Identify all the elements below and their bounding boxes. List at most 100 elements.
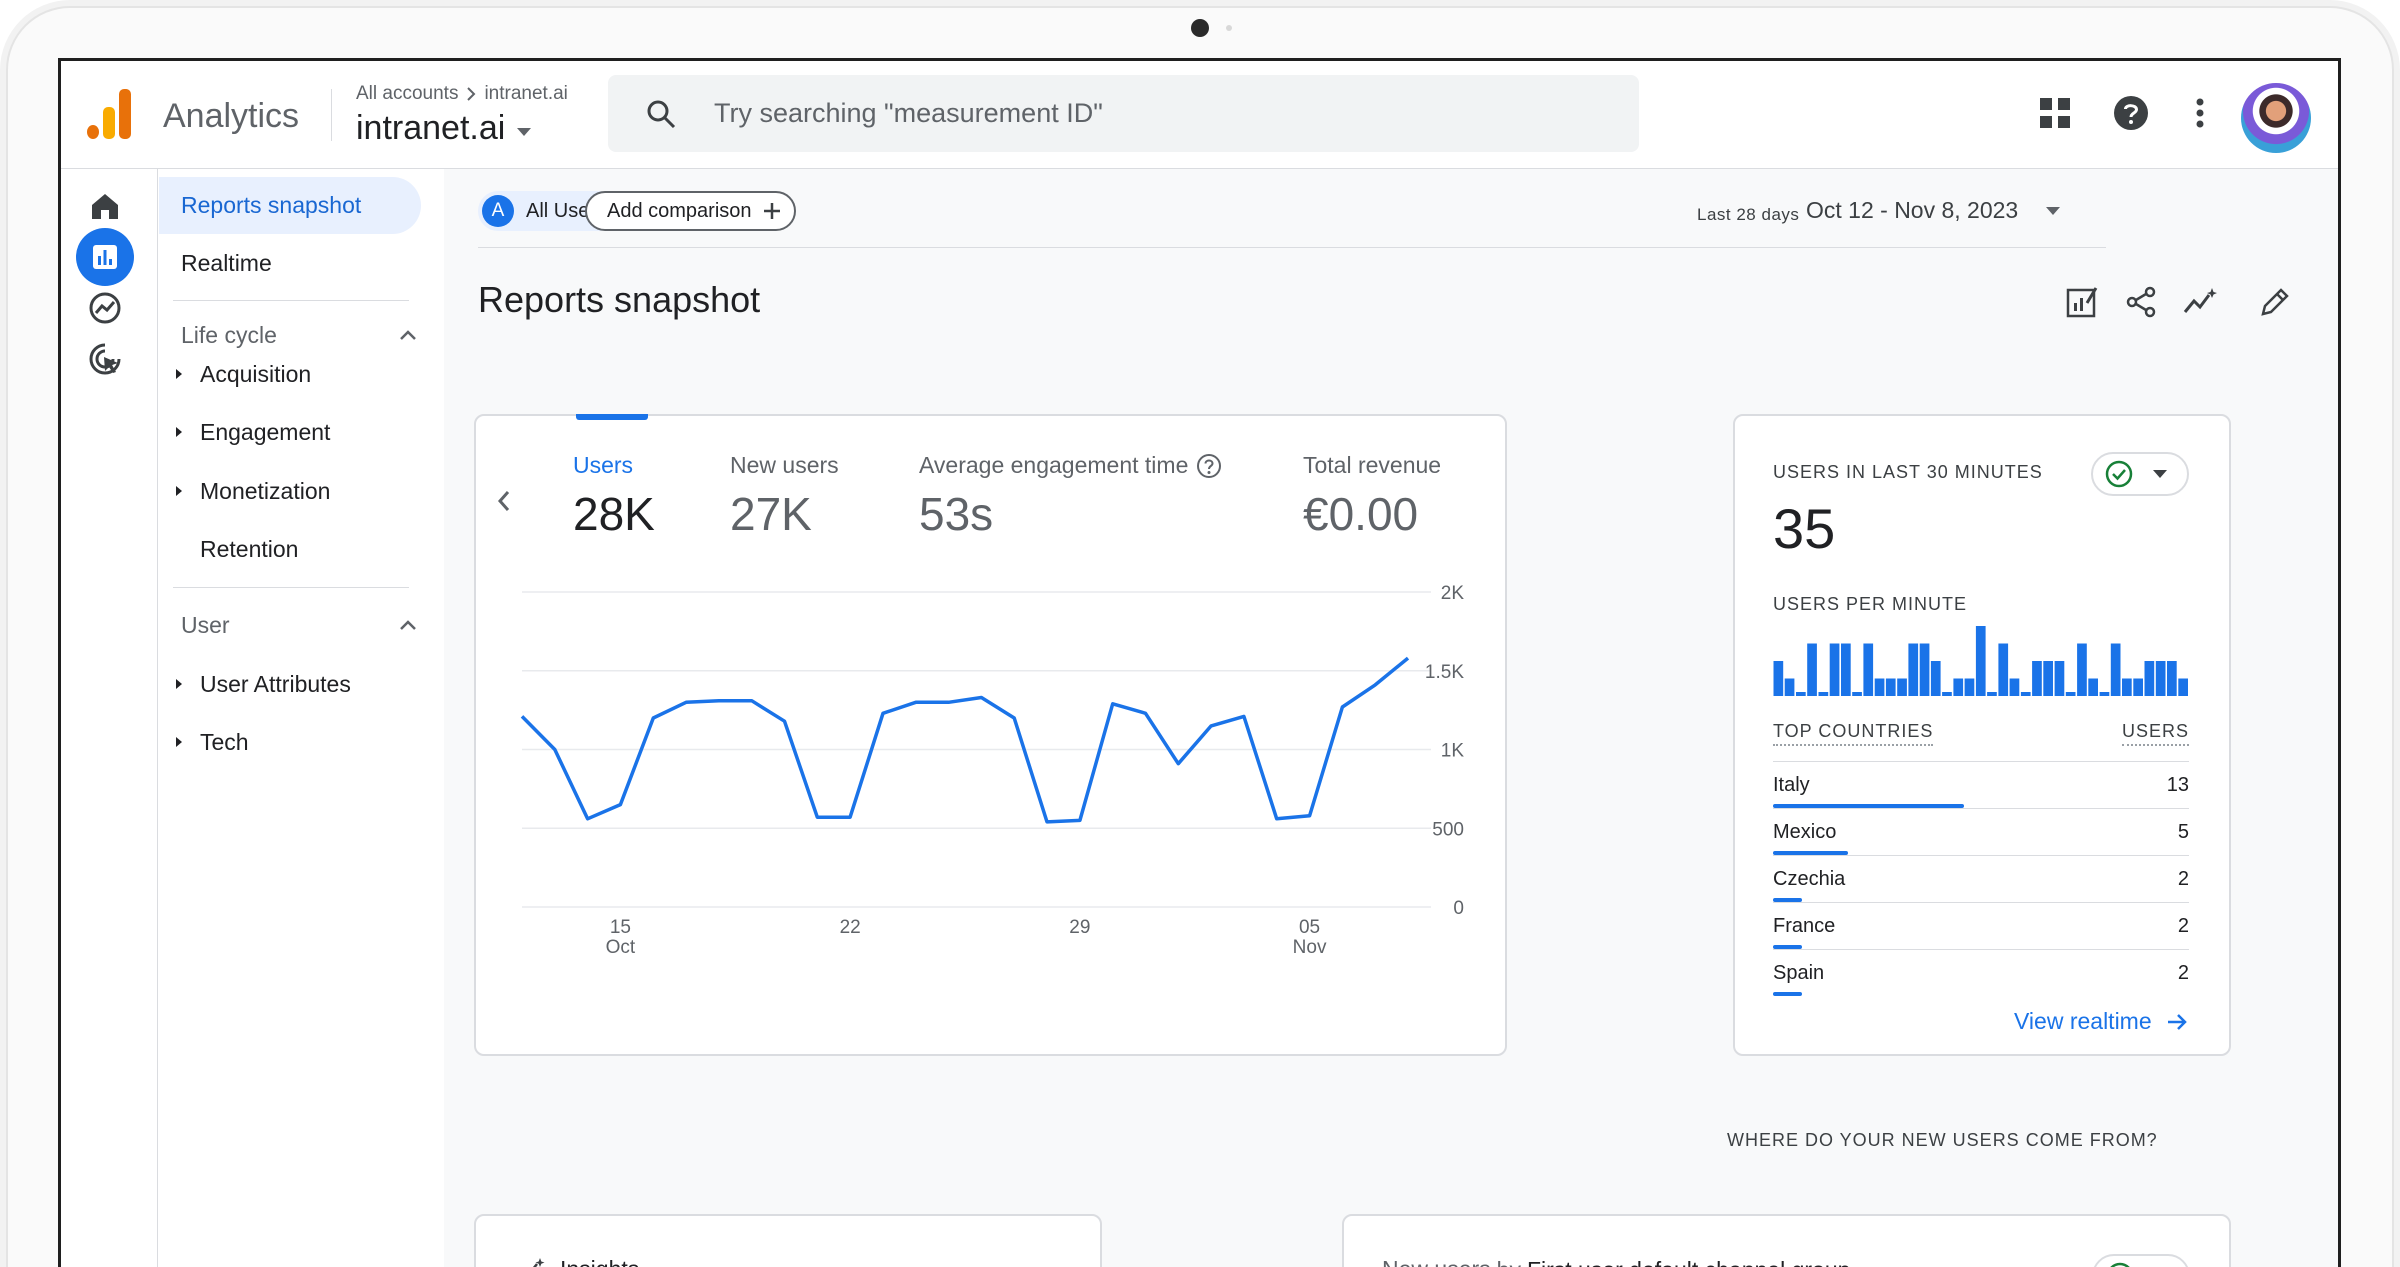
add-comparison-button[interactable]: Add comparison (585, 191, 796, 231)
navigation-rail (61, 169, 158, 1267)
property-selector[interactable]: intranet.ai (356, 109, 532, 148)
minute-bar (2178, 678, 2188, 696)
view-realtime-link[interactable]: View realtime (2014, 1008, 2188, 1035)
new-users-channel-card: New users by First user default channel … (1342, 1214, 2231, 1267)
analytics-logo-icon[interactable] (87, 89, 133, 139)
table-row[interactable]: Czechia 2 (1773, 855, 2189, 902)
nav-acquisition[interactable]: Acquisition (159, 354, 311, 394)
apps-grid-icon[interactable] (2033, 91, 2077, 135)
nav-user-attributes[interactable]: User Attributes (159, 664, 351, 704)
minute-bar (2065, 692, 2076, 696)
realtime-card: USERS IN LAST 30 MINUTES 35 USERS PER MI… (1733, 414, 2231, 1056)
account-breadcrumb[interactable]: All accounts intranet.ai (356, 83, 568, 105)
explore-icon[interactable] (76, 279, 134, 337)
chevron-left-icon[interactable] (494, 486, 514, 521)
minute-bar (2088, 678, 2098, 696)
metric-tab-new-users[interactable]: New users 27K (730, 452, 839, 541)
table-row[interactable]: Italy 13 (1773, 761, 2189, 808)
y-tick-label: 2K (1441, 583, 1465, 604)
metric-tab-users[interactable]: Users 28K (573, 452, 655, 541)
plus-icon (763, 203, 780, 219)
country-share-bar (1773, 992, 1803, 996)
table-row[interactable]: Mexico 5 (1773, 808, 2189, 855)
header-divider (331, 89, 332, 141)
metric-label-text: Average engagement time (919, 452, 1189, 478)
metric-value: 53s (919, 488, 994, 540)
minute-bar (2133, 678, 2143, 696)
breadcrumb-property: intranet.ai (484, 83, 568, 104)
y-tick-label: 0 (1453, 898, 1464, 919)
view-realtime-label: View realtime (2014, 1008, 2152, 1034)
x-tick-month-label: Nov (1293, 937, 1327, 958)
metric-value: 27K (730, 488, 812, 540)
country-users: 2 (2177, 962, 2189, 984)
share-icon[interactable] (2121, 282, 2161, 322)
arrow-right-icon (2167, 1013, 2187, 1030)
nav-section-lifecycle[interactable]: Life cycle (181, 315, 417, 355)
country-share-bar (1773, 804, 1965, 808)
nav-divider (173, 587, 409, 588)
countries-table-header: TOP COUNTRIES USERS (1773, 721, 2189, 746)
nav-reports-snapshot[interactable]: Reports snapshot (159, 177, 421, 234)
dimension-selector[interactable]: First user default channel group (1527, 1257, 1850, 1267)
help-icon[interactable] (2109, 91, 2153, 135)
more-vert-icon[interactable] (2178, 91, 2222, 135)
x-tick-label: 05 (1299, 917, 1320, 938)
minute-bar (1885, 678, 1896, 696)
channel-dimension-selector[interactable]: New users by First user default channel … (1382, 1256, 1873, 1267)
country-name: France (1773, 915, 1836, 937)
expand-arrow-icon (176, 427, 182, 437)
country-name: Mexico (1773, 821, 1837, 843)
metric-tab-engagement-time[interactable]: Average engagement time 53s (919, 452, 1222, 541)
search-input[interactable]: Try searching "measurement ID" (714, 98, 1103, 128)
channel-status-chip[interactable] (2092, 1254, 2190, 1267)
nav-tech[interactable]: Tech (159, 722, 249, 762)
expand-arrow-icon (176, 737, 182, 747)
active-tab-indicator (576, 414, 648, 420)
nav-retention[interactable]: Retention (159, 529, 298, 569)
col-users: USERS (2121, 721, 2189, 746)
breadcrumb-root: All accounts (356, 83, 459, 104)
metric-selector[interactable]: New users (1382, 1256, 1491, 1267)
nav-monetization[interactable]: Monetization (159, 471, 330, 511)
nav-section-user[interactable]: User (181, 605, 417, 645)
camera-sensor (1226, 25, 1232, 31)
realtime-status-chip[interactable] (2091, 452, 2189, 496)
minute-bar (1897, 678, 1907, 696)
minute-bar (1807, 643, 1817, 696)
dropdown-caret-icon (2153, 470, 2167, 478)
date-range-picker[interactable]: Oct 12 - Nov 8, 2023 (1806, 197, 2061, 224)
country-users: 2 (2177, 868, 2189, 890)
edit-icon[interactable] (2255, 282, 2295, 322)
reports-icon[interactable] (76, 228, 134, 286)
search-icon (647, 100, 676, 128)
minute-bar (1784, 678, 1795, 696)
x-tick-label: 22 (840, 917, 861, 938)
y-tick-label: 1K (1441, 741, 1465, 762)
avatar[interactable] (2241, 83, 2311, 153)
nav-label: Acquisition (200, 360, 312, 387)
nav-divider (173, 300, 409, 301)
table-row[interactable]: Spain 2 (1773, 949, 2189, 996)
users-per-minute-title: USERS PER MINUTE (1773, 594, 1968, 614)
x-tick-label: 29 (1069, 917, 1090, 938)
insights-card[interactable]: Insights (474, 1214, 1102, 1267)
metric-tab-total-revenue[interactable]: Total revenue €0.00 (1303, 452, 1441, 541)
minute-bar (2043, 661, 2053, 696)
minute-bar (2020, 692, 2031, 696)
insights-sparkle-icon[interactable] (2181, 282, 2221, 322)
search-bar[interactable]: Try searching "measurement ID" (608, 75, 1639, 152)
table-row[interactable]: France 2 (1773, 902, 2189, 949)
section-title: Life cycle (181, 321, 277, 348)
minute-bar (2077, 643, 2087, 696)
nav-engagement[interactable]: Engagement (159, 412, 330, 452)
minute-bar (1818, 692, 1829, 696)
nav-label: Tech (200, 728, 249, 755)
home-icon[interactable] (76, 177, 134, 235)
help-outline-icon[interactable] (1196, 453, 1222, 479)
minute-bar (2054, 661, 2065, 696)
advertising-icon[interactable] (76, 330, 134, 388)
customize-report-icon[interactable] (2062, 282, 2102, 322)
by-text: by (1497, 1257, 1521, 1267)
nav-realtime[interactable]: Realtime (181, 250, 272, 276)
